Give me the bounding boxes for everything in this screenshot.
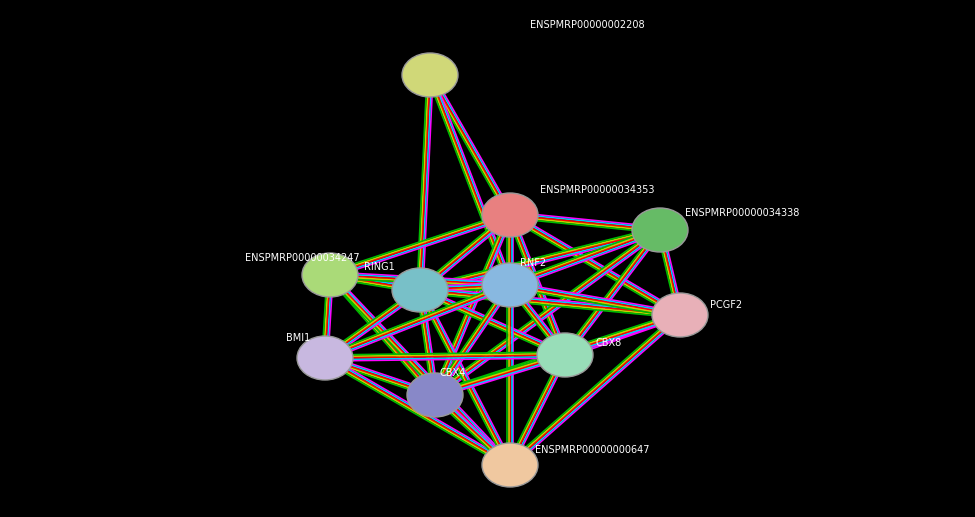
- Text: RNF2: RNF2: [520, 258, 546, 268]
- Ellipse shape: [482, 263, 538, 307]
- Ellipse shape: [482, 193, 538, 237]
- Text: ENSPMRP00000034353: ENSPMRP00000034353: [540, 185, 654, 195]
- Ellipse shape: [632, 208, 688, 252]
- Ellipse shape: [537, 333, 593, 377]
- Text: ENSPMRP00000002208: ENSPMRP00000002208: [530, 20, 644, 30]
- Text: RING1: RING1: [365, 262, 395, 272]
- Ellipse shape: [407, 373, 463, 417]
- Text: ENSPMRP00000034247: ENSPMRP00000034247: [245, 253, 360, 263]
- Ellipse shape: [302, 253, 358, 297]
- Text: BMI1: BMI1: [286, 333, 310, 343]
- Ellipse shape: [402, 53, 458, 97]
- Ellipse shape: [482, 443, 538, 487]
- Ellipse shape: [392, 268, 448, 312]
- Text: PCGF2: PCGF2: [710, 300, 742, 310]
- Text: CBX8: CBX8: [595, 338, 621, 348]
- Text: ENSPMRP00000034338: ENSPMRP00000034338: [685, 208, 800, 218]
- Ellipse shape: [297, 336, 353, 380]
- Text: CBX4: CBX4: [440, 368, 466, 378]
- Text: ENSPMRP00000000647: ENSPMRP00000000647: [535, 445, 649, 455]
- Ellipse shape: [652, 293, 708, 337]
